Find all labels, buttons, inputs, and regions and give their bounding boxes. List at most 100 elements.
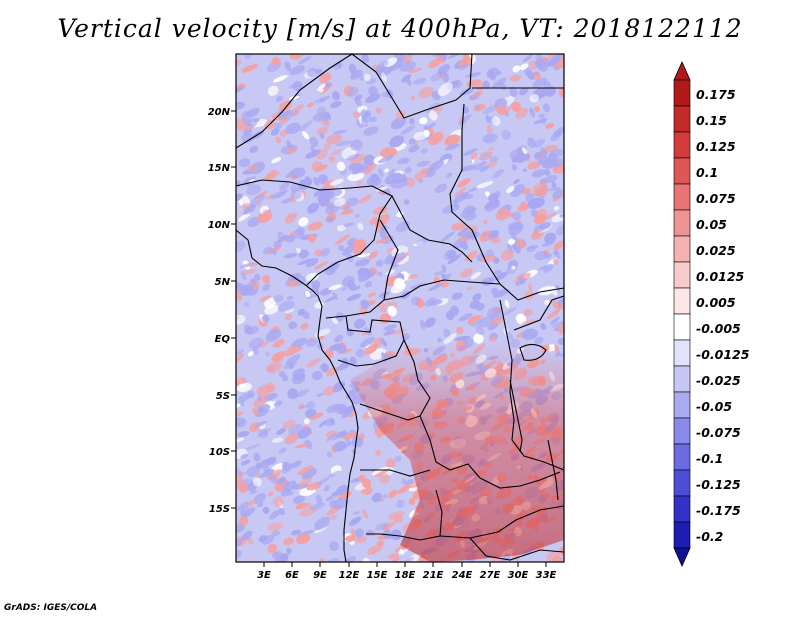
- velocity-cell: [236, 411, 243, 417]
- velocity-cell: [267, 543, 278, 554]
- velocity-cell: [508, 211, 514, 217]
- velocity-cell: [440, 280, 450, 288]
- velocity-cell: [244, 301, 250, 307]
- velocity-cell: [511, 265, 516, 270]
- velocity-cell: [333, 129, 348, 135]
- border-4: [449, 103, 564, 301]
- velocity-cell: [289, 54, 304, 60]
- velocity-cell: [532, 181, 548, 193]
- velocity-cell: [440, 153, 453, 163]
- velocity-cell: [236, 417, 245, 427]
- velocity-cell: [390, 282, 406, 294]
- velocity-cell: [557, 325, 564, 334]
- velocity-cell: [350, 528, 357, 539]
- velocity-cell: [465, 72, 482, 78]
- velocity-cell: [479, 165, 490, 172]
- velocity-cell: [332, 91, 340, 101]
- velocity-cell: [323, 142, 331, 150]
- velocity-cell: [447, 54, 460, 59]
- velocity-cell: [317, 189, 331, 201]
- velocity-cell: [541, 344, 550, 353]
- velocity-cell: [408, 118, 415, 125]
- border-2: [351, 54, 473, 119]
- colorbar-label: 0.075: [696, 191, 736, 206]
- velocity-cell: [265, 352, 270, 357]
- velocity-cell: [514, 278, 527, 286]
- velocity-cell: [280, 488, 291, 497]
- velocity-cell: [301, 467, 317, 480]
- colorbar-segment: [673, 183, 691, 211]
- velocity-cell: [272, 551, 280, 561]
- velocity-cell: [454, 335, 471, 342]
- velocity-cell: [288, 321, 298, 330]
- velocity-cell: [555, 223, 564, 236]
- lat-ticks: [231, 110, 236, 509]
- colorbar-label: -0.075: [696, 425, 741, 440]
- velocity-cell: [523, 308, 533, 317]
- velocity-cell: [336, 224, 346, 232]
- colorbar-label: -0.05: [696, 399, 732, 414]
- velocity-cell: [361, 54, 369, 63]
- lon-tick-label: 3E: [257, 570, 271, 581]
- velocity-cell: [385, 458, 396, 469]
- velocity-cell: [547, 186, 561, 192]
- lon-tick-label: 6E: [285, 570, 299, 581]
- border-11: [419, 415, 561, 489]
- lat-axis: 20N 15N 10N 5N EQ 5S 10S 15S: [208, 107, 231, 515]
- velocity-cell: [320, 363, 330, 373]
- velocity-cell: [533, 138, 545, 148]
- velocity-cell: [399, 60, 416, 72]
- velocity-cell: [553, 205, 560, 211]
- velocity-cell: [292, 80, 303, 92]
- velocity-cell: [270, 330, 275, 335]
- velocity-cell: [276, 95, 284, 103]
- lake-tanganyika: [509, 379, 523, 453]
- velocity-cell: [364, 343, 379, 355]
- velocity-cell: [239, 484, 249, 493]
- velocity-cell: [550, 316, 560, 325]
- velocity-cell: [244, 506, 256, 517]
- velocity-cell: [447, 253, 462, 265]
- velocity-cell: [365, 529, 374, 537]
- velocity-cell: [495, 105, 506, 115]
- velocity-cell: [538, 265, 548, 271]
- velocity-cell: [286, 547, 292, 554]
- velocity-cell: [305, 258, 319, 268]
- velocity-cell: [295, 502, 308, 510]
- velocity-cell: [331, 488, 348, 497]
- velocity-cell: [409, 282, 427, 289]
- velocity-cell: [484, 232, 489, 236]
- velocity-cell: [482, 80, 490, 89]
- velocity-cell: [287, 272, 302, 282]
- lat-tick-label: 10N: [208, 220, 231, 231]
- velocity-cell: [281, 481, 290, 488]
- velocity-cell: [273, 294, 284, 303]
- velocity-cell: [292, 346, 303, 354]
- velocity-cell: [266, 457, 277, 465]
- velocity-cell: [278, 109, 292, 120]
- velocity-cell: [240, 459, 251, 466]
- velocity-cell: [459, 63, 470, 71]
- velocity-cell: [249, 145, 259, 154]
- colorbar-segment: [673, 391, 691, 419]
- velocity-cell: [383, 324, 397, 331]
- velocity-cell: [262, 283, 271, 292]
- velocity-cell: [489, 336, 498, 342]
- lon-tick-label: 15E: [367, 570, 388, 581]
- velocity-cell: [515, 238, 526, 249]
- velocity-cell: [552, 126, 564, 138]
- velocity-cell: [396, 211, 404, 218]
- velocity-cell: [298, 249, 309, 259]
- velocity-cell: [553, 249, 561, 259]
- velocity-cell: [428, 282, 444, 291]
- velocity-cell: [408, 498, 416, 505]
- border-17: [469, 537, 564, 561]
- velocity-cell: [470, 232, 480, 240]
- velocity-cell: [264, 304, 279, 315]
- velocity-cell: [527, 283, 533, 292]
- velocity-cell: [457, 178, 471, 188]
- velocity-cell: [487, 160, 497, 169]
- velocity-cell: [400, 125, 416, 135]
- velocity-cell: [529, 195, 546, 206]
- velocity-cell: [534, 105, 540, 113]
